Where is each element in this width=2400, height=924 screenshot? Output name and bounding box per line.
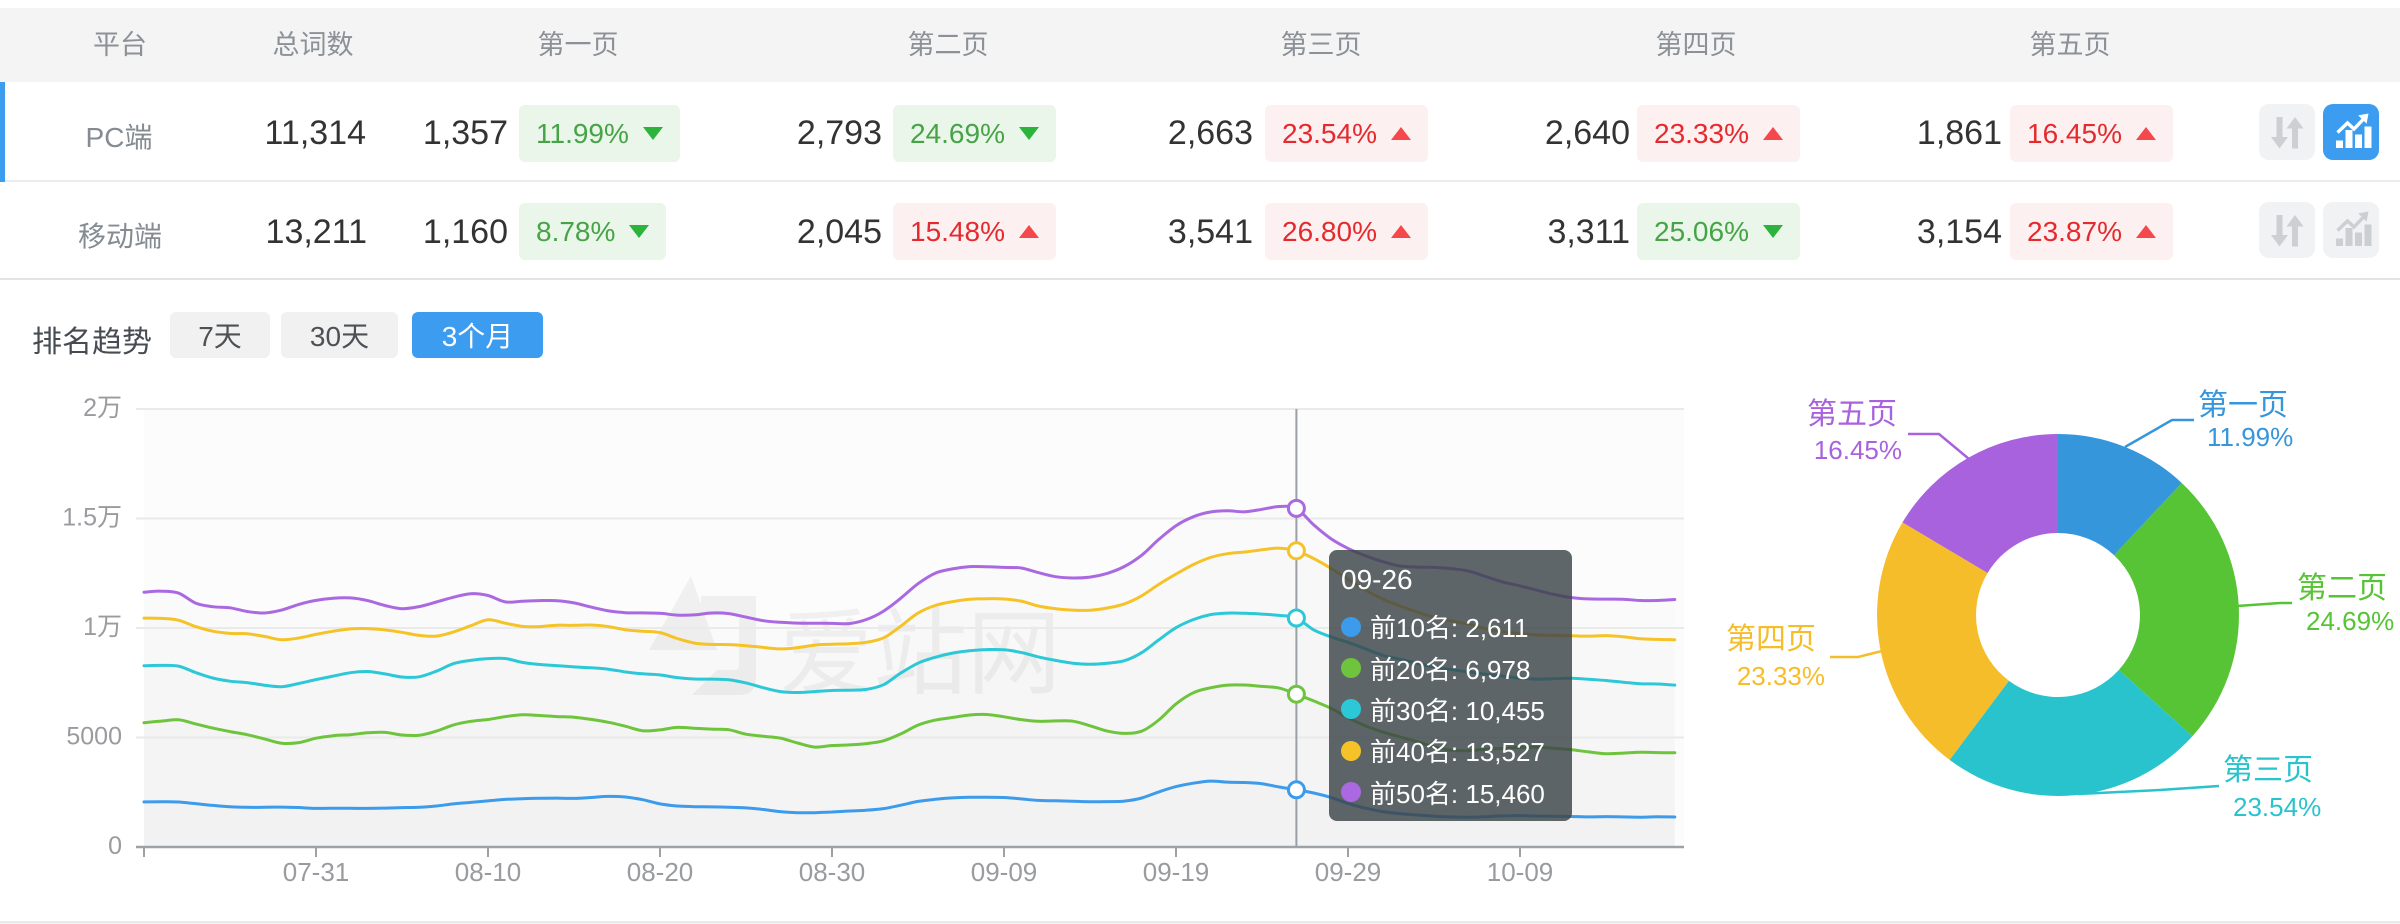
- svg-text:第二页: 第二页: [2297, 572, 2387, 605]
- svg-text:10-09: 10-09: [1487, 857, 1554, 887]
- svg-text:11.99%: 11.99%: [2207, 422, 2293, 452]
- svg-text:23.54%: 23.54%: [2233, 792, 2321, 822]
- svg-text:09-09: 09-09: [971, 857, 1038, 887]
- svg-text:07-31: 07-31: [283, 857, 350, 887]
- svg-text:08-20: 08-20: [627, 857, 694, 887]
- svg-text:第五页: 第五页: [1807, 398, 1897, 431]
- svg-text:爱站网: 爱站网: [779, 601, 1061, 706]
- svg-text:09-19: 09-19: [1143, 857, 1210, 887]
- svg-text:08-30: 08-30: [799, 857, 866, 887]
- svg-text:5000: 5000: [66, 723, 122, 751]
- svg-text:09-29: 09-29: [1315, 857, 1382, 887]
- svg-text:0: 0: [108, 832, 122, 860]
- svg-text:第三页: 第三页: [2223, 754, 2313, 787]
- svg-text:1万: 1万: [83, 613, 122, 641]
- svg-text:08-10: 08-10: [455, 857, 522, 887]
- svg-text:2万: 2万: [83, 394, 122, 422]
- svg-text:第一页: 第一页: [2198, 389, 2288, 422]
- svg-text:1.5万: 1.5万: [62, 504, 122, 532]
- svg-text:第四页: 第四页: [1726, 623, 1816, 656]
- svg-text:23.33%: 23.33%: [1737, 661, 1825, 691]
- svg-text:16.45%: 16.45%: [1814, 435, 1902, 465]
- svg-text:24.69%: 24.69%: [2306, 606, 2394, 636]
